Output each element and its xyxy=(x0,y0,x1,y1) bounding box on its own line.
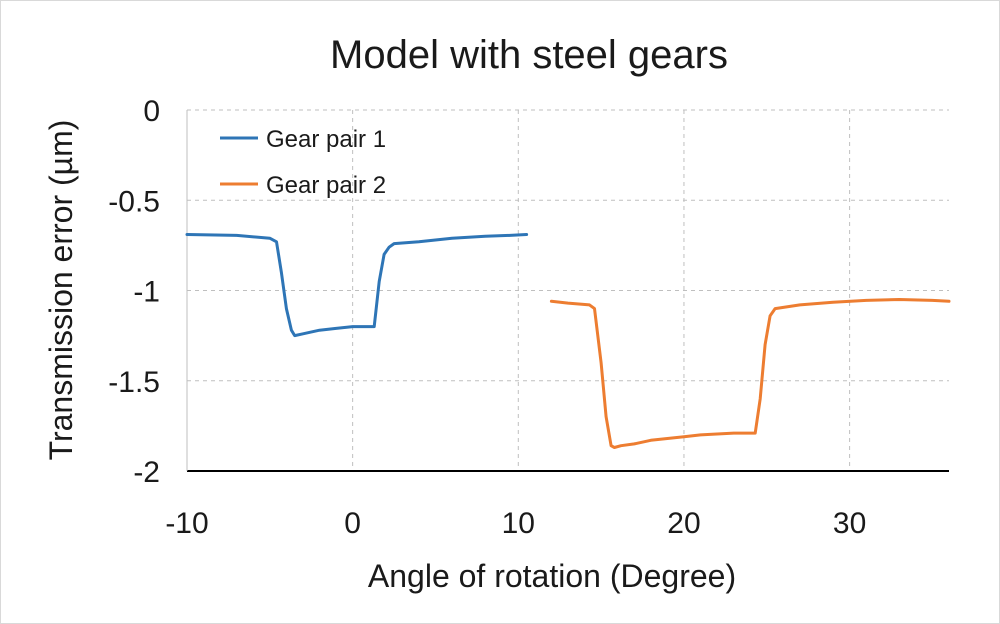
chart-title: Model with steel gears xyxy=(330,33,728,77)
series-line-gear-pair-2 xyxy=(549,298,951,449)
x-tick-label: 20 xyxy=(667,507,700,540)
x-axis-title: Angle of rotation (Degree) xyxy=(368,558,736,594)
y-tick-label: -1 xyxy=(133,276,160,309)
y-tick-label: -0.5 xyxy=(108,185,160,218)
series-line-gear-pair-1 xyxy=(185,233,529,338)
y-tick-label: -1.5 xyxy=(108,366,160,399)
axes xyxy=(186,110,949,472)
legend: Gear pair 1 Gear pair 2 xyxy=(220,126,386,199)
legend-label-gear-pair-1: Gear pair 1 xyxy=(266,126,386,153)
x-tick-label: -10 xyxy=(165,507,208,540)
y-axis-title: Transmission error (µm) xyxy=(43,120,79,461)
y-tick-label: 0 xyxy=(143,95,160,128)
x-tick-label: 30 xyxy=(833,507,866,540)
y-tick-label: -2 xyxy=(133,456,160,489)
series-layer xyxy=(185,233,951,449)
x-tick-label: 0 xyxy=(344,507,361,540)
legend-label-gear-pair-2: Gear pair 2 xyxy=(266,172,386,199)
grid xyxy=(187,109,949,471)
tick-labels: -10 0 10 20 30 0 -0.5 -1 -1.5 -2 xyxy=(108,95,866,540)
x-tick-label: 10 xyxy=(502,507,535,540)
